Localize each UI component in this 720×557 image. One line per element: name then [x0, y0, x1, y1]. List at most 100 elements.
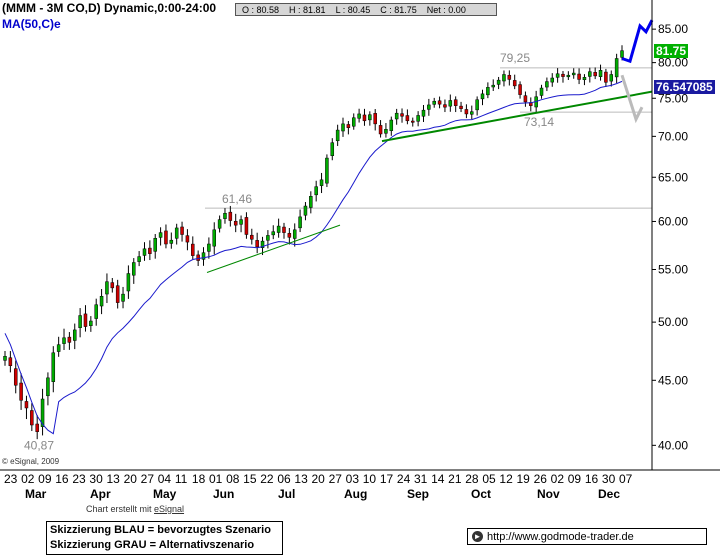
candle-body — [620, 50, 624, 58]
candle-body — [427, 104, 431, 110]
candle-body — [416, 115, 420, 122]
candle-body — [260, 240, 265, 249]
candle-body — [89, 320, 93, 326]
candle-body — [496, 79, 501, 85]
x-day-label: 13 — [294, 472, 308, 486]
quote-open: O : 80.58 — [242, 4, 280, 15]
candle-body — [346, 124, 351, 128]
quote-low: L : 80.45 — [335, 4, 371, 15]
y-tick-label: 85.00 — [658, 22, 688, 36]
candle-body — [378, 125, 383, 135]
x-day-label: 09 — [38, 472, 52, 486]
candle-body — [99, 295, 104, 307]
candle-body — [309, 196, 313, 208]
x-day-label: 14 — [431, 472, 445, 486]
x-month-label: Aug — [344, 487, 367, 501]
candle-body — [67, 336, 72, 343]
candle-body — [550, 77, 555, 83]
candle-body — [13, 368, 18, 386]
price-annotation: 73,14 — [524, 115, 554, 129]
x-day-label: 16 — [55, 472, 69, 486]
candle-body — [169, 239, 174, 244]
legend-grey: Skizzierung GRAU = Alternativszenario — [50, 539, 255, 551]
candle-body — [35, 423, 39, 432]
candle-body — [303, 205, 308, 216]
x-day-label: 07 — [619, 472, 633, 486]
candle-body — [459, 105, 463, 109]
x-day-label: 01 — [209, 472, 223, 486]
price-annotation: 61,46 — [222, 192, 252, 206]
website-link[interactable]: ► http://www.godmode-trader.de — [467, 528, 707, 545]
y-tick-label: 50.00 — [658, 315, 688, 329]
candle-body — [357, 113, 361, 119]
candle-body — [132, 262, 136, 276]
candle-body — [598, 70, 603, 77]
x-day-label: 10 — [363, 472, 377, 486]
y-tick-label: 70.00 — [658, 129, 688, 143]
candle-body — [115, 285, 120, 303]
candle-body — [314, 186, 318, 196]
x-day-label: 19 — [517, 472, 531, 486]
candle-body — [405, 115, 410, 122]
candle-body — [239, 219, 243, 225]
candle-body — [486, 87, 490, 96]
candle-body — [453, 99, 458, 106]
candle-body — [539, 87, 544, 96]
candle-body — [276, 225, 281, 233]
x-day-label: 30 — [89, 472, 103, 486]
candle-body — [614, 58, 619, 78]
candle-body — [94, 304, 98, 319]
candle-body — [137, 256, 141, 262]
candle-body — [164, 230, 168, 245]
chart-credit: Chart erstellt mit eSignal — [86, 504, 184, 514]
ma-value-label: 76.547085 — [654, 79, 715, 94]
candle-body — [105, 281, 109, 295]
candle-body — [464, 109, 469, 115]
candle-body — [158, 232, 163, 238]
x-day-label: 24 — [397, 472, 411, 486]
x-month-label: Oct — [471, 487, 491, 501]
candle-body — [421, 109, 426, 117]
x-month-label: Apr — [90, 487, 111, 501]
x-day-label: 21 — [448, 472, 462, 486]
candle-body — [470, 111, 474, 115]
x-day-label: 27 — [329, 472, 343, 486]
scenario-blue-path — [621, 19, 654, 64]
candle-body — [56, 344, 61, 352]
y-tick-label: 55.00 — [658, 263, 688, 277]
candle-body — [46, 377, 50, 397]
candle-body — [51, 352, 56, 382]
x-day-label: 04 — [158, 472, 172, 486]
candle-body — [512, 80, 517, 87]
x-day-label: 03 — [346, 472, 360, 486]
x-day-label: 08 — [226, 472, 240, 486]
y-tick-label: 75.00 — [658, 91, 688, 105]
website-url[interactable]: http://www.godmode-trader.de — [487, 530, 634, 543]
y-tick-label: 80.00 — [658, 56, 688, 70]
quote-net: Net : 0.00 — [426, 4, 466, 15]
credit-brand[interactable]: eSignal — [154, 504, 185, 514]
price-annotation: 79,25 — [500, 51, 530, 65]
x-day-label: 13 — [107, 472, 121, 486]
candle-body — [142, 248, 147, 256]
quote-high: H : 81.81 — [289, 4, 326, 15]
candle-body — [62, 337, 66, 344]
y-tick-label: 65.00 — [658, 170, 688, 184]
candle-body — [174, 227, 179, 239]
candle-body — [121, 293, 125, 302]
candle-body — [83, 313, 88, 327]
candle-body — [19, 382, 23, 401]
candle-body — [24, 401, 29, 409]
candle-body — [443, 104, 447, 108]
x-day-label: 06 — [277, 472, 291, 486]
candle-body — [223, 212, 227, 219]
x-day-label: 27 — [141, 472, 155, 486]
x-month-label: Dec — [598, 487, 620, 501]
candle-body — [266, 235, 270, 241]
candle-body — [448, 100, 453, 107]
legend-blue: Skizzierung BLAU = bevorzugtes Szenario — [50, 524, 271, 536]
x-day-label: 17 — [380, 472, 394, 486]
ma50-line — [4, 80, 623, 435]
y-tick-label: 40.00 — [658, 438, 688, 452]
candle-body — [518, 84, 522, 95]
